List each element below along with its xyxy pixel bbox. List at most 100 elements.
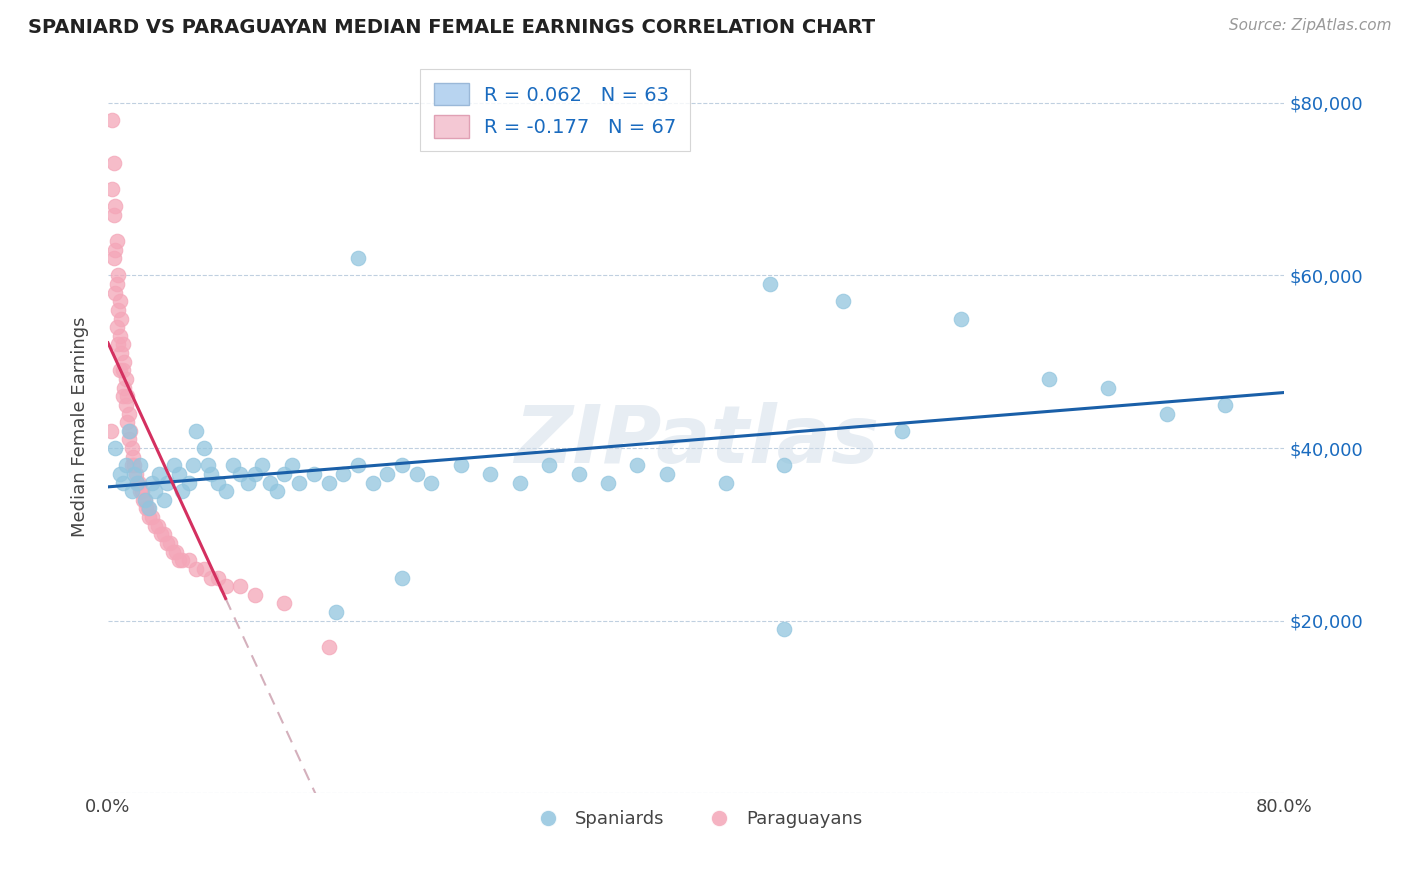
Point: [273, 596, 295, 610]
Point: [252, 458, 274, 473]
Point: [128, 475, 150, 490]
Point: [1038, 372, 1060, 386]
Point: [101, 182, 124, 196]
Point: [121, 484, 143, 499]
Point: [1097, 381, 1119, 395]
Point: [596, 475, 619, 490]
Point: [108, 328, 131, 343]
Point: [143, 518, 166, 533]
Point: [773, 623, 796, 637]
Point: [127, 475, 149, 490]
Point: [162, 544, 184, 558]
Point: [479, 467, 502, 481]
Point: [288, 475, 311, 490]
Point: [1156, 407, 1178, 421]
Point: [110, 346, 132, 360]
Point: [655, 467, 678, 481]
Point: [129, 458, 152, 473]
Point: [153, 492, 176, 507]
Point: [131, 484, 153, 499]
Text: ZIPatlas: ZIPatlas: [513, 402, 879, 480]
Point: [177, 553, 200, 567]
Point: [135, 501, 157, 516]
Point: [200, 467, 222, 481]
Point: [167, 553, 190, 567]
Point: [509, 475, 531, 490]
Point: [104, 199, 127, 213]
Point: [108, 294, 131, 309]
Point: [236, 475, 259, 490]
Point: [626, 458, 648, 473]
Point: [163, 458, 186, 473]
Point: [281, 458, 304, 473]
Point: [377, 467, 399, 481]
Point: [112, 381, 135, 395]
Point: [118, 424, 141, 438]
Point: [125, 467, 148, 481]
Point: [156, 475, 179, 490]
Point: [773, 458, 796, 473]
Point: [229, 579, 252, 593]
Point: [891, 424, 914, 438]
Point: [177, 475, 200, 490]
Point: [117, 424, 139, 438]
Point: [165, 544, 187, 558]
Point: [127, 475, 149, 490]
Point: [104, 285, 127, 300]
Point: [243, 588, 266, 602]
Point: [141, 475, 163, 490]
Point: [105, 234, 128, 248]
Point: [111, 363, 134, 377]
Point: [108, 467, 131, 481]
Point: [318, 640, 340, 654]
Point: [391, 458, 413, 473]
Point: [107, 268, 129, 283]
Point: [111, 475, 134, 490]
Point: [105, 277, 128, 291]
Point: [832, 294, 855, 309]
Point: [159, 536, 181, 550]
Point: [121, 441, 143, 455]
Point: [273, 467, 295, 481]
Point: [114, 372, 136, 386]
Point: [450, 458, 472, 473]
Point: [153, 527, 176, 541]
Point: [103, 156, 125, 170]
Y-axis label: Median Female Earnings: Median Female Earnings: [72, 317, 89, 537]
Point: [112, 355, 135, 369]
Point: [181, 458, 204, 473]
Point: [141, 510, 163, 524]
Point: [361, 475, 384, 490]
Point: [104, 243, 127, 257]
Point: [325, 605, 347, 619]
Point: [115, 415, 138, 429]
Point: [107, 337, 129, 351]
Point: [156, 536, 179, 550]
Point: [105, 320, 128, 334]
Point: [222, 458, 245, 473]
Point: [214, 579, 236, 593]
Point: [186, 424, 208, 438]
Point: [124, 467, 146, 481]
Point: [170, 484, 193, 499]
Point: [200, 570, 222, 584]
Point: [197, 458, 219, 473]
Point: [104, 441, 127, 455]
Legend: Spaniards, Paraguayans: Spaniards, Paraguayans: [523, 803, 869, 836]
Point: [124, 458, 146, 473]
Point: [347, 458, 370, 473]
Point: [758, 277, 780, 291]
Point: [146, 518, 169, 533]
Point: [136, 501, 159, 516]
Point: [193, 562, 215, 576]
Point: [107, 302, 129, 317]
Text: SPANIARD VS PARAGUAYAN MEDIAN FEMALE EARNINGS CORRELATION CHART: SPANIARD VS PARAGUAYAN MEDIAN FEMALE EAR…: [28, 18, 876, 37]
Point: [229, 467, 252, 481]
Point: [108, 363, 131, 377]
Point: [405, 467, 427, 481]
Point: [714, 475, 737, 490]
Point: [567, 467, 589, 481]
Point: [207, 475, 229, 490]
Text: Source: ZipAtlas.com: Source: ZipAtlas.com: [1229, 18, 1392, 33]
Point: [149, 527, 172, 541]
